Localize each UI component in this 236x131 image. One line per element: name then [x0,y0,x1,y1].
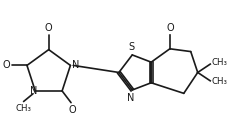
Text: CH₃: CH₃ [16,104,32,113]
Text: O: O [45,23,52,33]
Text: O: O [166,23,174,33]
Text: O: O [3,60,10,70]
Text: CH₃: CH₃ [212,77,228,86]
Text: S: S [129,42,135,52]
Text: N: N [72,60,80,70]
Text: CH₃: CH₃ [212,59,228,67]
Text: O: O [69,105,76,115]
Text: N: N [127,93,135,103]
Text: N: N [30,86,38,96]
